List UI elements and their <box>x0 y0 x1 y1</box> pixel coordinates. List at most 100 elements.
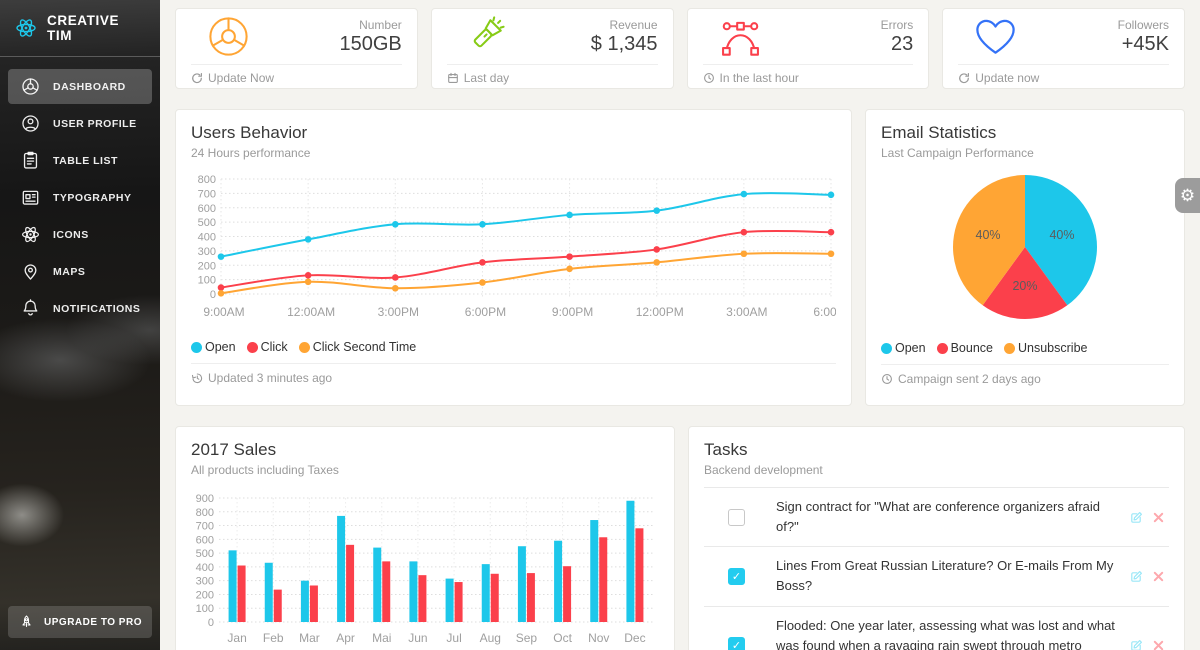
pin-icon <box>20 261 41 282</box>
svg-text:400: 400 <box>198 232 216 244</box>
stat-value: +45K <box>1121 32 1169 55</box>
edit-icon[interactable] <box>1130 511 1143 524</box>
svg-text:Dec: Dec <box>624 631 645 645</box>
legend-open: Open <box>191 340 236 354</box>
task-row: ✓ Lines From Great Russian Literature? O… <box>704 547 1169 607</box>
svg-text:700: 700 <box>198 188 216 200</box>
task-checkbox[interactable] <box>728 508 745 526</box>
brand[interactable]: CREATIVE TIM <box>0 0 160 57</box>
svg-text:0: 0 <box>210 289 216 301</box>
legend-bounce: Bounce <box>936 341 993 355</box>
svg-text:900: 900 <box>196 493 214 505</box>
tasks-card: Tasks Backend development Sign contract … <box>688 426 1185 650</box>
legend-unsubscribe: Unsubscribe <box>1004 341 1087 355</box>
task-list: Sign contract for "What are conference o… <box>704 488 1169 650</box>
task-actions <box>1130 511 1165 524</box>
settings-button[interactable]: ⚙ <box>1175 178 1200 213</box>
paper-icon <box>20 187 41 208</box>
svg-text:0: 0 <box>208 617 214 629</box>
bell-icon <box>20 298 41 319</box>
task-checkbox[interactable]: ✓ <box>728 637 745 650</box>
email-statistics-legend: Open Bounce Unsubscribe <box>881 341 1169 355</box>
svg-text:100: 100 <box>198 275 216 287</box>
users-behavior-card: Users Behavior 24 Hours performance 0 100… <box>175 109 852 406</box>
sales-2017-card: 2017 Sales All products including Taxes … <box>175 426 675 650</box>
task-text: Flooded: One year later, assessing what … <box>776 617 1115 650</box>
upgrade-to-pro-button[interactable]: UPGRADE TO PRO <box>8 606 152 638</box>
svg-text:200: 200 <box>196 589 214 601</box>
edit-icon[interactable] <box>1130 639 1143 650</box>
svg-text:400: 400 <box>196 562 214 574</box>
sidebar-item-icons[interactable]: ICONS <box>8 217 152 252</box>
svg-text:Oct: Oct <box>553 631 572 645</box>
task-row: ✓ Flooded: One year later, assessing wha… <box>704 607 1169 650</box>
sidebar-item-label: ICONS <box>53 228 89 241</box>
card-subtitle: Last Campaign Performance <box>881 146 1034 160</box>
card-subtitle: All products including Taxes <box>191 463 339 477</box>
legend-click-second-time: Click Second Time <box>298 340 416 354</box>
chart-footer-text: Campaign sent 2 days ago <box>898 372 1041 386</box>
svg-text:3:00AM: 3:00AM <box>726 305 767 319</box>
sidebar-item-dashboard[interactable]: DASHBOARD <box>8 69 152 104</box>
clock-icon <box>881 373 893 385</box>
sidebar-item-typography[interactable]: TYPOGRAPHY <box>8 180 152 215</box>
sidebar-item-label: USER PROFILE <box>53 117 137 130</box>
chart-pie-icon <box>20 76 41 97</box>
bottom-row: 2017 Sales All products including Taxes … <box>175 426 1185 650</box>
stat-value: 150GB <box>339 32 402 55</box>
flashlight-icon <box>461 13 508 60</box>
svg-text:200: 200 <box>198 260 216 272</box>
upgrade-label: UPGRADE TO PRO <box>44 616 142 628</box>
svg-text:800: 800 <box>198 174 216 186</box>
sidebar-item-notifications[interactable]: NOTIFICATIONS <box>8 291 152 326</box>
edit-icon[interactable] <box>1130 570 1143 583</box>
chart-pie-icon <box>205 13 252 60</box>
stat-label: Errors <box>880 17 914 32</box>
task-actions <box>1130 639 1165 650</box>
sidebar-item-user-profile[interactable]: USER PROFILE <box>8 106 152 141</box>
chart-footer-text: Updated 3 minutes ago <box>208 371 333 385</box>
svg-text:Jan: Jan <box>227 631 246 645</box>
user-circle-icon <box>20 113 41 134</box>
sidebar-item-maps[interactable]: MAPS <box>8 254 152 289</box>
svg-text:300: 300 <box>198 246 216 258</box>
svg-text:20%: 20% <box>1012 279 1037 293</box>
svg-text:Mai: Mai <box>372 631 391 645</box>
sidebar: CREATIVE TIM DASHBOARD USER PROFILE TABLE … <box>0 0 160 650</box>
card-title: Tasks <box>704 440 748 459</box>
stat-footer-text: Last day <box>463 71 510 85</box>
svg-text:Nov: Nov <box>588 631 609 645</box>
email-statistics-card: Email Statistics Last Campaign Performan… <box>865 109 1185 406</box>
svg-text:300: 300 <box>196 576 214 588</box>
email-statistics-pie-chart: 40% 20% 40% <box>953 175 1097 319</box>
svg-text:Apr: Apr <box>336 631 355 645</box>
vector-icon <box>717 13 764 60</box>
legend-open: Open <box>881 341 926 355</box>
close-icon[interactable] <box>1152 639 1165 650</box>
charts-row: Users Behavior 24 Hours performance 0 100… <box>175 109 1185 406</box>
task-text: Sign contract for "What are conference o… <box>776 499 1100 535</box>
task-actions <box>1130 570 1165 583</box>
main-content: Number 150GB Update Now Revenue $ 1,345 … <box>160 0 1200 650</box>
sidebar-item-table-list[interactable]: TABLE LIST <box>8 143 152 178</box>
stat-card-number: Number 150GB Update Now <box>175 8 418 89</box>
task-checkbox[interactable]: ✓ <box>728 567 745 585</box>
refresh-icon <box>191 72 203 84</box>
gear-icon: ⚙ <box>1179 186 1196 205</box>
stat-footer-text[interactable]: Update now <box>975 71 1040 85</box>
stat-footer-text: In the last hour <box>719 71 799 85</box>
card-title: 2017 Sales <box>191 440 277 459</box>
stats-row: Number 150GB Update Now Revenue $ 1,345 … <box>175 8 1185 89</box>
close-icon[interactable] <box>1152 570 1165 583</box>
sidebar-item-label: DASHBOARD <box>53 80 126 93</box>
stat-value: $ 1,345 <box>590 32 658 55</box>
close-icon[interactable] <box>1152 511 1165 524</box>
stat-label: Number <box>359 17 402 32</box>
stat-footer-text[interactable]: Update Now <box>208 71 275 85</box>
card-subtitle: Backend development <box>704 463 823 477</box>
refresh-icon <box>958 72 970 84</box>
heart-icon <box>972 13 1019 60</box>
stat-label: Revenue <box>609 17 658 32</box>
sidebar-item-label: TABLE LIST <box>53 154 118 167</box>
svg-text:3:00PM: 3:00PM <box>378 305 419 319</box>
